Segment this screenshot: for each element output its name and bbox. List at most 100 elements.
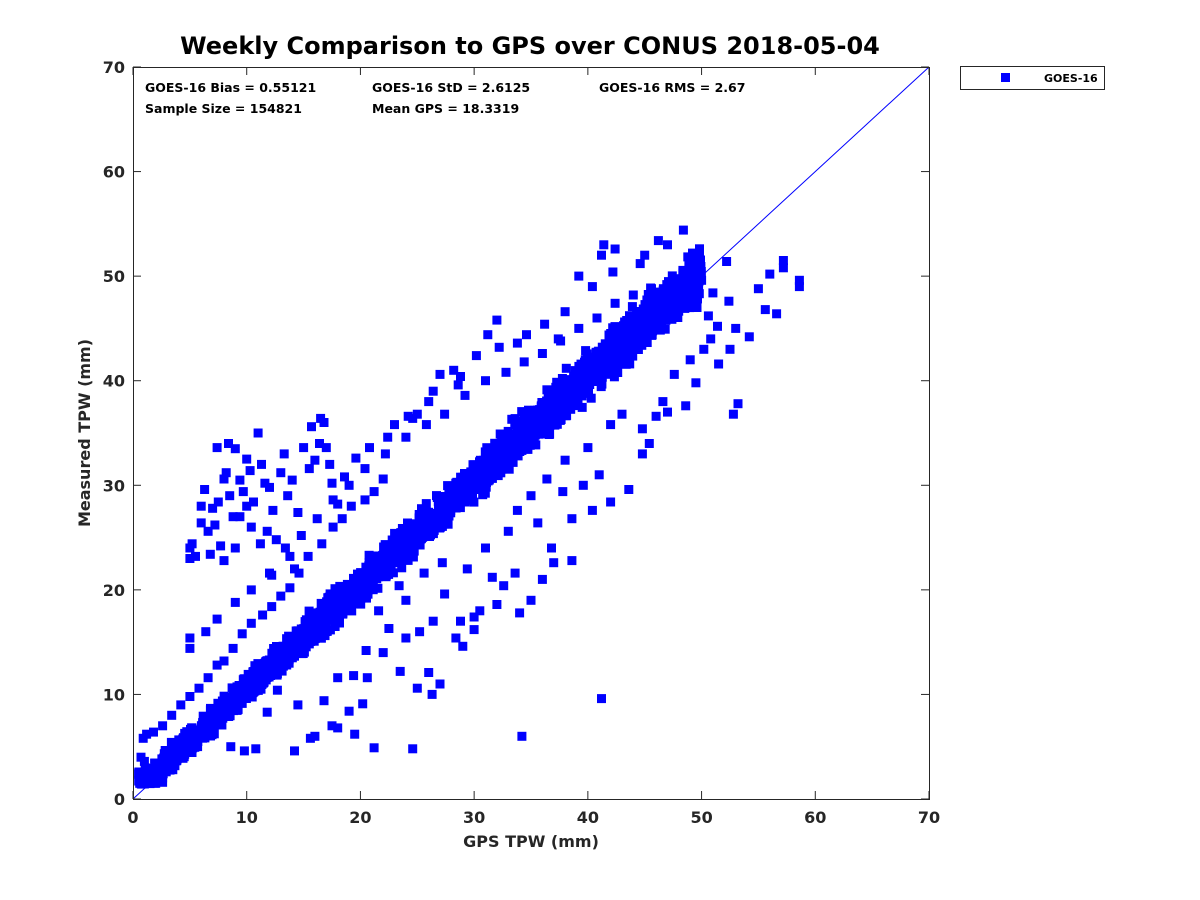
data-point: [574, 323, 584, 333]
data-point: [277, 666, 287, 676]
data-point: [176, 700, 186, 710]
data-point: [542, 385, 552, 395]
data-point: [529, 418, 539, 428]
data-point: [395, 533, 405, 543]
plot-area: 0 10 20 30 40 50 60 70 0 10 20 30 40 50 60 70: [103, 58, 940, 827]
data-point: [250, 676, 260, 686]
data-point: [545, 399, 555, 409]
data-point: [621, 327, 631, 337]
data-point: [431, 520, 441, 530]
data-point: [306, 628, 316, 638]
data-point: [574, 271, 584, 281]
data-point: [205, 549, 215, 559]
legend-marker-goes16: [1001, 73, 1010, 82]
data-point: [481, 376, 490, 386]
data-point: [606, 420, 616, 430]
data-point: [287, 475, 297, 485]
data-point: [290, 746, 299, 756]
data-point: [198, 717, 208, 727]
data-point: [642, 338, 652, 347]
data-point: [551, 392, 561, 402]
data-point: [373, 583, 383, 593]
data-point: [312, 514, 322, 524]
data-point: [760, 305, 770, 315]
data-point: [186, 740, 195, 750]
data-point: [437, 508, 447, 517]
data-point: [673, 313, 683, 322]
data-point: [395, 666, 405, 676]
data-point: [403, 518, 412, 528]
data-point: [369, 487, 379, 497]
data-point: [456, 616, 465, 626]
data-point: [320, 612, 330, 621]
data-point: [505, 438, 515, 448]
x-tick-label: 30: [463, 808, 485, 827]
data-point: [552, 417, 562, 427]
data-point: [580, 355, 590, 365]
data-point: [328, 522, 338, 532]
data-point: [617, 353, 627, 363]
data-point: [203, 526, 213, 536]
data-point: [320, 631, 330, 641]
data-point: [597, 250, 606, 260]
data-point: [417, 504, 426, 514]
data-point: [592, 313, 602, 323]
data-point: [589, 352, 599, 362]
data-point: [424, 397, 434, 407]
data-point: [567, 556, 577, 566]
data-point: [260, 478, 270, 488]
data-point: [193, 742, 203, 752]
data-point: [216, 718, 226, 728]
data-point: [612, 345, 622, 355]
data-point: [604, 342, 613, 352]
data-point: [547, 543, 556, 553]
y-tick-label: 20: [103, 581, 125, 600]
data-point: [407, 527, 417, 537]
data-point: [435, 369, 445, 379]
data-point: [216, 541, 226, 551]
data-point: [449, 365, 459, 375]
data-point: [794, 275, 804, 285]
data-point: [355, 574, 365, 584]
data-point: [242, 454, 252, 464]
data-point: [178, 733, 188, 743]
data-point: [381, 572, 391, 582]
data-point: [235, 512, 245, 522]
x-tick-label: 50: [690, 808, 712, 827]
data-point: [608, 267, 618, 277]
data-point: [497, 434, 507, 444]
data-point: [678, 286, 688, 296]
data-point: [401, 633, 411, 643]
data-point: [563, 397, 573, 407]
data-point: [503, 433, 513, 443]
data-point: [594, 470, 604, 480]
data-point: [520, 415, 530, 425]
data-point: [461, 483, 471, 493]
data-point: [419, 568, 429, 578]
data-point: [134, 768, 144, 778]
data-point: [558, 487, 568, 497]
data-point: [268, 505, 278, 515]
data-point: [384, 624, 394, 633]
data-point: [468, 476, 478, 486]
data-point: [436, 493, 446, 503]
data-point: [662, 287, 672, 297]
data-point: [245, 687, 255, 697]
data-point: [581, 367, 590, 377]
data-point: [285, 551, 295, 561]
data-point: [578, 480, 588, 490]
data-point: [655, 299, 665, 309]
data-point: [353, 589, 363, 599]
data-point: [262, 707, 272, 717]
data-point: [714, 359, 724, 369]
data-point: [401, 553, 411, 563]
data-point: [440, 409, 450, 419]
data-point: [294, 568, 304, 578]
data-point: [696, 255, 705, 265]
data-point: [607, 363, 617, 373]
data-point: [794, 282, 804, 292]
data-point: [307, 422, 316, 432]
data-point: [661, 312, 671, 322]
data-point: [156, 759, 165, 769]
data-point: [655, 325, 665, 335]
